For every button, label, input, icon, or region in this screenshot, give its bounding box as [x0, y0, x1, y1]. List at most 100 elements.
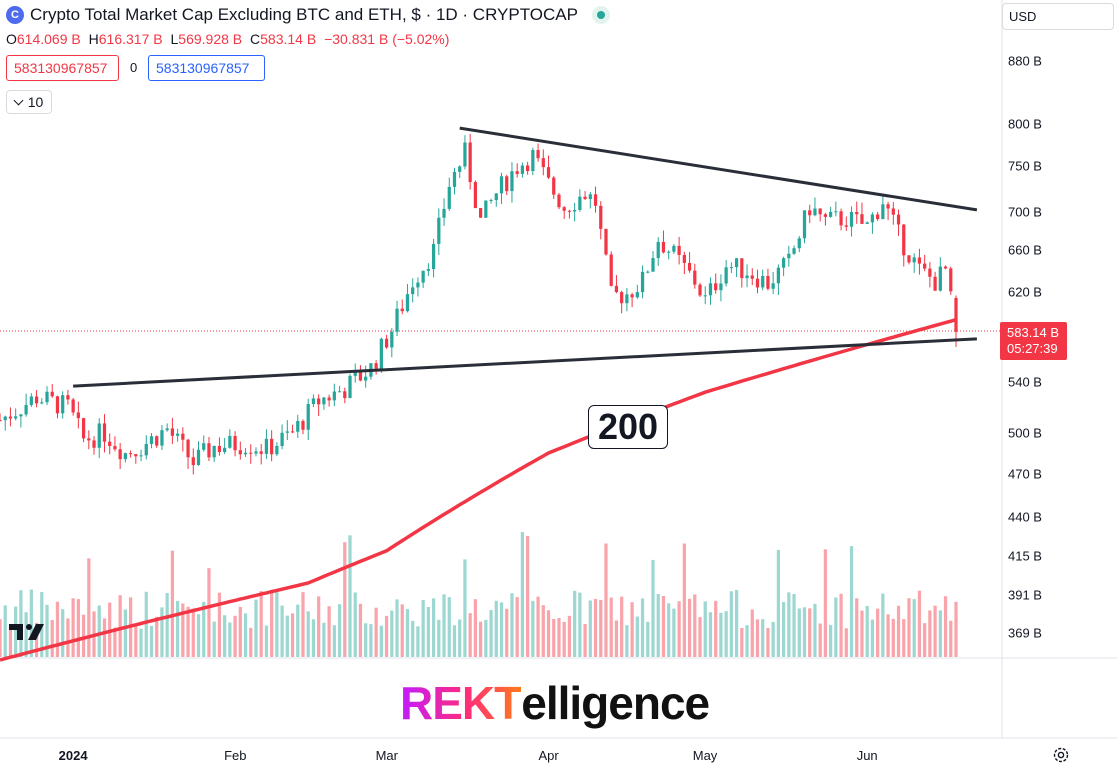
candle-body [536, 150, 540, 159]
volume-bar [536, 596, 540, 657]
volume-bar [907, 598, 911, 657]
candle-body [860, 214, 864, 224]
volume-bar [755, 619, 760, 657]
volume-bar [792, 594, 796, 657]
volume-bar [149, 625, 154, 657]
volume-bar [562, 621, 566, 657]
candle-body [317, 398, 321, 405]
candle-body [353, 372, 357, 376]
tradingview-logo-icon[interactable] [9, 620, 47, 642]
volume-bar [254, 599, 258, 657]
candle-body [896, 214, 901, 225]
candle-body [123, 453, 127, 460]
volume-bar [228, 622, 232, 657]
volume-bar [719, 612, 723, 657]
candle-body [640, 271, 645, 293]
price-tick-label: 800 B [1008, 116, 1042, 132]
volume-bar [734, 590, 739, 657]
candle-body [609, 254, 613, 286]
volume-bar [881, 593, 885, 657]
volume-bar [8, 625, 13, 657]
candle-body [390, 331, 394, 348]
candle-body [285, 431, 289, 433]
candle-body [489, 200, 493, 202]
market-open-dot-icon [591, 6, 610, 24]
volume-bar [379, 625, 383, 657]
candle-body [442, 208, 446, 218]
candle-body [698, 284, 702, 296]
indicators-toggle-button[interactable]: 10 [6, 90, 52, 114]
volume-bar [604, 543, 608, 657]
volume-bar [270, 590, 274, 657]
candle-body [327, 397, 331, 401]
candle-body [160, 430, 164, 446]
candle-body [186, 439, 190, 458]
support-trendline [73, 337, 977, 388]
resistance-trendline [459, 126, 978, 212]
close-label: C [250, 31, 261, 47]
volume-bar [620, 596, 624, 657]
time-tick-label: Jun [856, 748, 878, 763]
volume-bar [771, 621, 775, 657]
candle-body [40, 402, 44, 404]
candle-body [844, 225, 848, 227]
price-tick-label: 470 B [1008, 466, 1042, 482]
price-tick-label: 415 B [1008, 548, 1042, 563]
volume-bar [698, 617, 702, 657]
time-tick-label: 2024 [58, 748, 88, 763]
open-value: 614.069 B [16, 31, 81, 47]
low-label: L [170, 31, 179, 47]
candle-body [243, 452, 248, 455]
change-value: −30.831 B (−5.02%) [324, 31, 450, 47]
candle-body [661, 241, 666, 253]
moving-average-200 [0, 318, 957, 662]
candle-body [134, 454, 138, 457]
logo-rest-text: elligence [521, 677, 710, 729]
volume-bar [76, 599, 80, 657]
candle-body [734, 258, 739, 268]
candle-body [212, 445, 216, 458]
volume-bar [682, 543, 686, 657]
volume-bar [865, 605, 869, 657]
chevron-down-icon [13, 95, 24, 106]
volume-bar [593, 598, 598, 657]
volume-bar [395, 599, 399, 657]
candle-body [452, 171, 457, 187]
volume-bar [860, 610, 864, 657]
candle-body [818, 208, 822, 215]
volume-bar [499, 602, 504, 657]
trendlines[interactable] [73, 126, 978, 388]
volume-bar [781, 602, 786, 657]
volume-bar [426, 607, 430, 657]
candle-body [625, 294, 629, 304]
currency-select[interactable]: USD [1002, 3, 1114, 30]
candle-body [66, 395, 70, 400]
sell-price-button[interactable]: 583130967857 [6, 55, 119, 81]
price-tick-label: 700 B [1008, 204, 1042, 220]
candle-body [938, 266, 942, 291]
volume-bar [181, 603, 185, 657]
volume-bar [740, 628, 744, 657]
volume-bar [531, 600, 535, 657]
candle-body [113, 446, 117, 450]
volume-bar [651, 559, 655, 657]
candle-body [426, 269, 430, 271]
candle-body [155, 436, 159, 446]
volume-bar [646, 621, 650, 657]
candle-body [620, 292, 624, 304]
volume-bar [405, 609, 410, 657]
candle-body [19, 414, 23, 417]
candle-body [275, 445, 279, 455]
volume-bar [541, 605, 545, 657]
bar-countdown: 05:27:39 [1007, 341, 1058, 356]
chart-title[interactable]: Crypto Total Market Cap Excluding BTC an… [30, 5, 578, 24]
volume-bar [327, 606, 331, 657]
gear-icon[interactable] [1052, 746, 1070, 764]
volume-bar [588, 600, 592, 657]
spread-value: 0 [130, 60, 138, 75]
buy-price-button[interactable]: 583130967857 [148, 55, 265, 81]
close-value: 583.14 B [260, 31, 317, 47]
candle-body [0, 419, 2, 421]
candle-body [494, 193, 498, 201]
